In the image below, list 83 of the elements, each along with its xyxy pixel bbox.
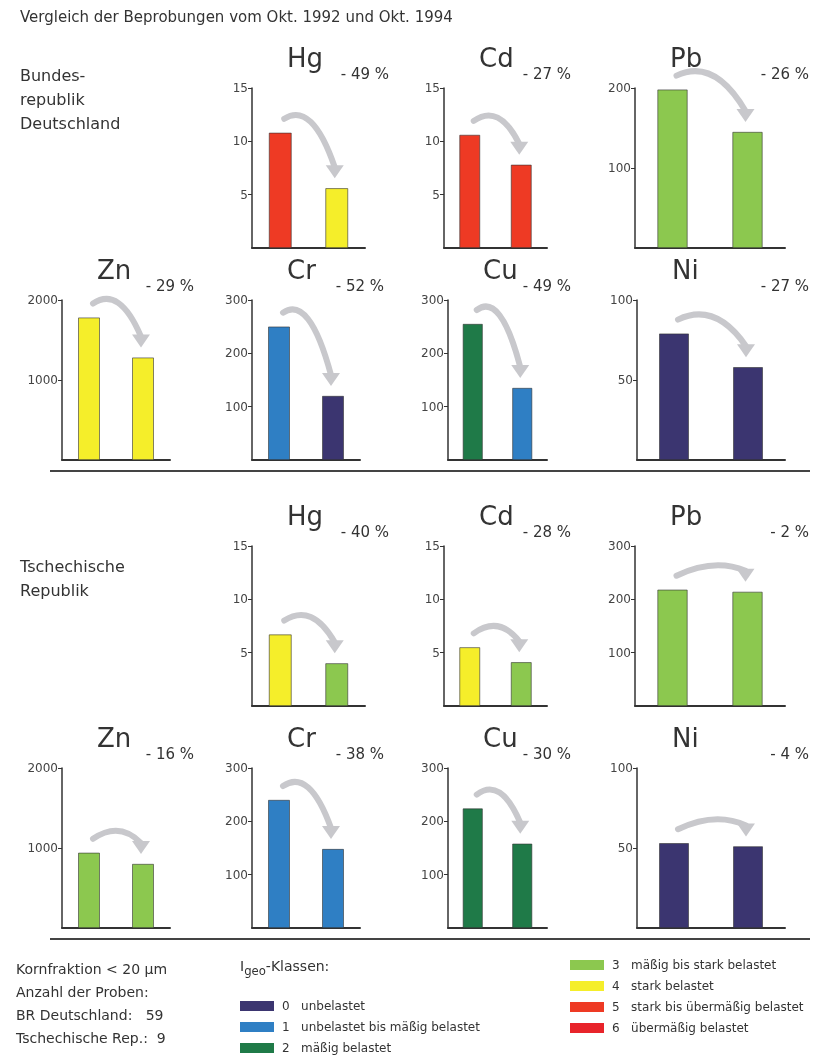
y-tick-label: 10	[232, 134, 248, 149]
y-tick-label: 200	[421, 814, 444, 829]
text: - 27 %	[760, 276, 810, 295]
y-tick-label: 300	[421, 293, 444, 307]
y-tick-label: 200	[225, 814, 248, 829]
y-tick-label: 100	[608, 645, 631, 660]
y-tick-label: 5	[432, 187, 440, 202]
chart-title: Zn	[97, 255, 132, 285]
y-tick-label: 200	[421, 346, 444, 361]
y-tick-label: 15	[232, 81, 248, 95]
y-tick-label: 100	[421, 399, 444, 414]
y-tick-label: 100	[610, 761, 633, 775]
chart-title: Cd	[479, 501, 514, 531]
y-tick-label: 50	[617, 841, 633, 855]
text: - 49 %	[522, 276, 572, 295]
chart-title: Pb	[670, 501, 703, 531]
text: - 30 %	[522, 744, 572, 763]
text: Tschechische Rep.: 9	[16, 1029, 167, 1048]
y-tick-label: 300	[421, 761, 444, 775]
y-tick-label: 100	[608, 161, 631, 175]
text: Bundes-	[20, 65, 87, 87]
y-tick-label: 5	[240, 645, 248, 660]
text: - 40 %	[340, 522, 390, 541]
y-tick-label: 5	[240, 187, 248, 202]
y-tick-label: 10	[232, 592, 248, 607]
y-tick-label: 2000	[27, 761, 58, 775]
y-tick-label: 300	[225, 761, 248, 775]
text: - 38 %	[335, 744, 385, 763]
y-tick-label: 100	[421, 867, 444, 882]
y-tick-label: 2000	[27, 293, 58, 307]
category-label: 5 stark bis übermäßig belastet	[612, 999, 804, 1014]
chart-title: Cr	[287, 255, 317, 285]
text: Vergleich der Beprobungen vom Okt. 1992 und Okt. 1994	[20, 8, 454, 26]
y-tick-label: 15	[424, 81, 440, 95]
category-label: 6 übermäßig belastet	[612, 1020, 749, 1035]
text: - 28 %	[522, 522, 572, 541]
text: republik	[20, 89, 86, 111]
category-label: 2 mäßig belastet	[282, 1040, 392, 1055]
y-tick-label: 300	[608, 539, 631, 553]
text: - 26 %	[760, 64, 810, 83]
chart-title: Cr	[287, 723, 317, 753]
y-tick-label: 10	[424, 134, 440, 149]
chart-title: Cu	[483, 255, 518, 285]
y-tick-label: 300	[225, 293, 248, 307]
text: - 49 %	[340, 64, 390, 83]
y-tick-label: 100	[225, 399, 248, 414]
y-tick-label: 15	[424, 539, 440, 553]
y-tick-label: 100	[225, 867, 248, 882]
text: Anzahl der Proben:	[16, 983, 150, 1002]
chart-title: Ni	[672, 255, 699, 285]
text: - 16 %	[145, 744, 195, 763]
y-tick-label: 15	[232, 539, 248, 553]
y-tick-label: 5	[432, 645, 440, 660]
text: Deutschland	[20, 113, 122, 135]
chart-title: Pb	[670, 43, 703, 73]
text: - 2 %	[770, 522, 809, 541]
y-tick-label: 200	[608, 592, 631, 607]
chart-title: Hg	[287, 501, 324, 531]
text: Kornfraktion < 20 µm	[16, 961, 168, 977]
category-label: 3 mäßig bis stark belastet	[612, 957, 777, 972]
chart-title: Hg	[287, 43, 324, 73]
text: - 4 %	[770, 744, 809, 763]
text: BR Deutschland: 59	[16, 1006, 165, 1025]
y-tick-label: 1000	[27, 841, 58, 855]
y-tick-label: 200	[608, 81, 631, 95]
chart-title: Cd	[479, 43, 514, 73]
chart-title: Zn	[97, 723, 132, 753]
category-label: 0 unbelastet	[282, 998, 366, 1013]
y-tick-label: 1000	[27, 373, 58, 387]
text: - 27 %	[522, 64, 572, 83]
text: Republik	[20, 580, 90, 602]
y-tick-label: 200	[225, 346, 248, 361]
y-tick-label: 10	[424, 592, 440, 607]
text: - 29 %	[145, 276, 195, 295]
category-label: 1 unbelastet bis mäßig belastet	[282, 1019, 480, 1034]
text: - 52 %	[335, 276, 385, 295]
text: Tschechische	[20, 556, 126, 578]
chart-title: Cu	[483, 723, 518, 753]
y-tick-label: 100	[610, 293, 633, 307]
text: I$_{geo}$-Klassen:	[240, 958, 330, 978]
category-label: 4 stark belastet	[612, 978, 714, 993]
chart-title: Ni	[672, 723, 699, 753]
y-tick-label: 50	[617, 373, 633, 387]
